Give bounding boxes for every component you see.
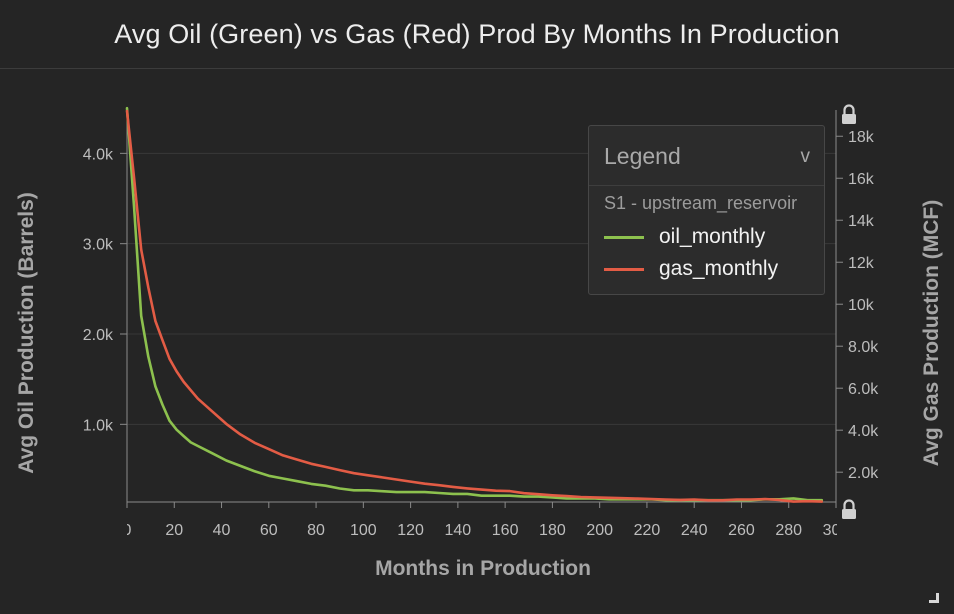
legend-item-oil[interactable]: oil_monthly <box>604 225 765 249</box>
y2-tick-label-6: 14k <box>848 213 875 230</box>
x-tick-label-8: 160 <box>492 522 519 539</box>
legend-item-gas[interactable]: gas_monthly <box>604 257 778 281</box>
chevron-down-icon[interactable]: v <box>800 146 811 167</box>
x-tick-label-0: 0 <box>123 522 132 539</box>
legend-label-gas: gas_monthly <box>659 257 779 280</box>
legend-swatch-oil <box>604 235 644 239</box>
x-tick-label-10: 200 <box>586 522 613 539</box>
legend-header[interactable]: Legend v <box>589 126 824 186</box>
x-tick-label-9: 180 <box>539 522 566 539</box>
y2-tick-label-7: 16k <box>848 171 875 188</box>
x-tick-label-13: 260 <box>728 522 755 539</box>
x-tick-label-3: 60 <box>260 522 278 539</box>
legend-label-oil: oil_monthly <box>659 225 766 248</box>
y-axis-title-left: Avg Oil Production (Barrels) <box>15 192 38 474</box>
y-axis-title-right: Avg Gas Production (MCF) <box>920 200 943 466</box>
legend-swatch-gas <box>604 267 644 271</box>
x-tick-label-1: 20 <box>165 522 183 539</box>
y-tick-label-0: 1.0k <box>83 417 114 434</box>
y2-tick-label-3: 8.0k <box>848 339 879 356</box>
lock-icon[interactable] <box>842 499 856 520</box>
y2-tick-label-8: 18k <box>848 129 875 146</box>
legend-title: Legend <box>604 143 681 169</box>
x-tick-label-7: 140 <box>445 522 472 539</box>
x-axis-title: Months in Production <box>375 557 591 580</box>
x-tick-label-2: 40 <box>213 522 231 539</box>
x-tick-label-5: 100 <box>350 522 377 539</box>
y-tick-label-2: 3.0k <box>83 237 114 254</box>
x-tick-label-4: 80 <box>307 522 325 539</box>
legend-source-label: S1 - upstream_reservoir <box>604 193 798 213</box>
y2-tick-label-4: 10k <box>848 297 875 314</box>
x-tick-label-6: 120 <box>397 522 424 539</box>
resize-handle-icon[interactable] <box>928 592 940 604</box>
y-tick-label-1: 2.0k <box>83 327 114 344</box>
y2-tick-label-5: 12k <box>848 255 875 272</box>
legend-panel[interactable]: Legend v S1 - upstream_reservoir oil_mon… <box>588 125 825 295</box>
y-tick-label-3: 4.0k <box>83 146 114 163</box>
x-tick-label-11: 220 <box>634 522 661 539</box>
y2-tick-label-0: 2.0k <box>848 465 879 482</box>
lock-icon[interactable] <box>842 104 856 125</box>
series-line-gas_monthly <box>125 109 824 503</box>
y2-tick-label-2: 6.0k <box>848 381 879 398</box>
y2-tick-label-1: 4.0k <box>848 423 879 440</box>
chart-title: Avg Oil (Green) vs Gas (Red) Prod By Mon… <box>114 18 840 49</box>
x-tick-label-14: 280 <box>775 522 802 539</box>
x-tick-label-12: 240 <box>681 522 708 539</box>
chart-title-bar: Avg Oil (Green) vs Gas (Red) Prod By Mon… <box>0 0 954 69</box>
x-tick-label-15: 300 <box>823 522 850 539</box>
